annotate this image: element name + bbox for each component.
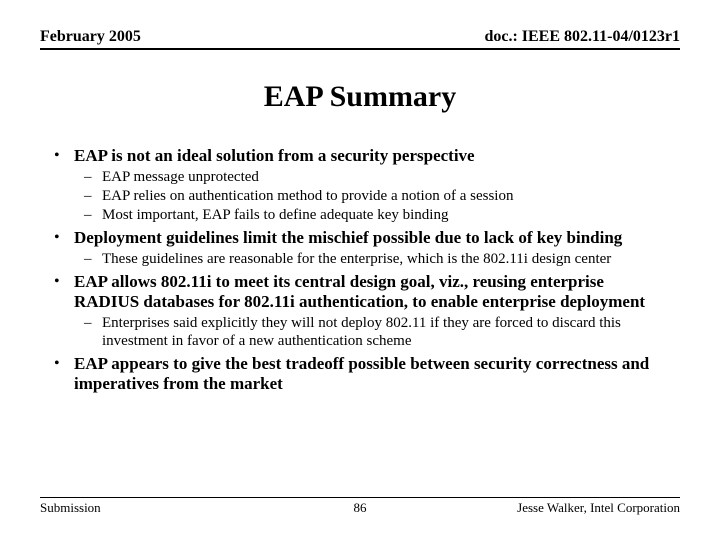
bullet-item: Deployment guidelines limit the mischief… [48,228,672,268]
slide-footer: Submission 86 Jesse Walker, Intel Corpor… [40,497,680,516]
sub-bullet-list: EAP message unprotected EAP relies on au… [74,168,672,224]
bullet-text: EAP is not an ideal solution from a secu… [74,146,672,166]
footer-label: Submission [40,500,101,516]
bullet-item: EAP allows 802.11i to meet its central d… [48,272,672,350]
bullet-list: EAP is not an ideal solution from a secu… [48,146,672,394]
slide-body: EAP is not an ideal solution from a secu… [40,146,680,394]
sub-bullet-item: EAP relies on authentication method to p… [74,187,672,205]
bullet-text: EAP appears to give the best tradeoff po… [74,354,672,394]
sub-bullet-item: Most important, EAP fails to define adeq… [74,206,672,224]
header-docref: doc.: IEEE 802.11-04/0123r1 [484,28,680,46]
sub-bullet-item: These guidelines are reasonable for the … [74,250,672,268]
slide: February 2005 doc.: IEEE 802.11-04/0123r… [0,0,720,540]
footer-author: Jesse Walker, Intel Corporation [517,500,680,516]
slide-header: February 2005 doc.: IEEE 802.11-04/0123r… [40,28,680,50]
bullet-item: EAP appears to give the best tradeoff po… [48,354,672,394]
sub-bullet-item: Enterprises said explicitly they will no… [74,314,672,350]
sub-bullet-list: These guidelines are reasonable for the … [74,250,672,268]
slide-title: EAP Summary [40,80,680,114]
bullet-item: EAP is not an ideal solution from a secu… [48,146,672,224]
bullet-text: EAP allows 802.11i to meet its central d… [74,272,672,312]
sub-bullet-list: Enterprises said explicitly they will no… [74,314,672,350]
header-date: February 2005 [40,28,141,46]
footer-page-number: 86 [354,500,367,516]
sub-bullet-item: EAP message unprotected [74,168,672,186]
bullet-text: Deployment guidelines limit the mischief… [74,228,672,248]
